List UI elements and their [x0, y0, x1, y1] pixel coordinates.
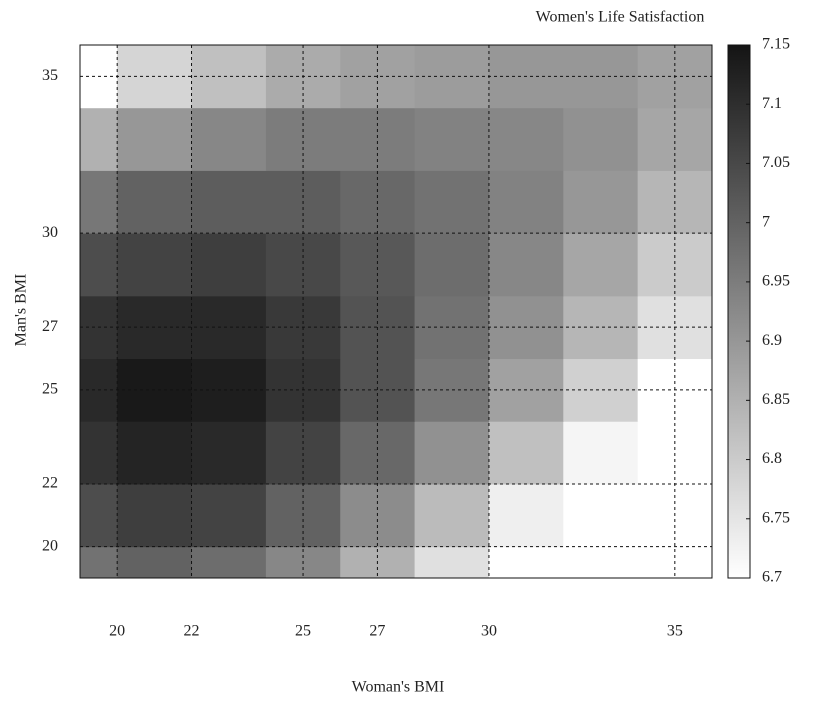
heatmap-cell [563, 170, 639, 234]
y-tick-label: 22 [42, 475, 58, 492]
heatmap-cell [117, 546, 193, 578]
x-tick-label: 27 [369, 623, 385, 640]
x-tick-label: 22 [184, 623, 200, 640]
heatmap-cell [80, 483, 118, 548]
x-tick-label: 35 [667, 623, 683, 640]
axes [79, 44, 713, 579]
heatmap-cell [191, 45, 267, 109]
heatmap-cell [191, 170, 267, 234]
heatmap-cell [488, 107, 564, 171]
heatmap-cell [563, 107, 639, 171]
heatmap-cell [191, 358, 267, 422]
y-tick-label: 35 [42, 67, 58, 84]
heatmap-cell [488, 170, 564, 234]
heatmap-cell [414, 483, 490, 548]
y-tick-label: 25 [42, 381, 58, 398]
colorbar-tick-label: 6.75 [762, 509, 790, 526]
heatmap-cell [488, 233, 564, 297]
heatmap-cell [191, 233, 267, 297]
colorbar-tick-label: 7.15 [762, 36, 790, 53]
heatmap-cell [488, 546, 564, 578]
heatmap-cell [488, 483, 564, 548]
heatmap-cell [563, 546, 639, 578]
heatmap-cell [414, 170, 490, 234]
y-axis-label: Man's BMI [13, 274, 30, 347]
x-tick-label: 20 [109, 623, 125, 640]
plot-frame [79, 44, 713, 579]
heatmap-cell [414, 421, 490, 485]
heatmap-cell [80, 233, 118, 297]
x-tick-label: 30 [481, 623, 497, 640]
heatmap-cell [414, 233, 490, 297]
heatmap-cell [191, 421, 267, 485]
y-tick-label: 27 [42, 318, 58, 335]
heatmap-cell [191, 295, 267, 360]
heatmap-cell [414, 107, 490, 171]
colorbar-tick-label: 7.1 [762, 95, 782, 112]
heatmap-cell [80, 421, 118, 485]
heatmap-cell [191, 483, 267, 548]
heatmap-cell [414, 546, 490, 578]
y-tick-label: 20 [42, 537, 58, 554]
y-tick-label: 30 [42, 224, 58, 241]
colorbar [727, 44, 751, 579]
heatmap-cell [117, 421, 193, 485]
heatmap-cell [191, 546, 267, 578]
heatmap-cell [117, 233, 193, 297]
heatmap-cell [563, 45, 639, 109]
heatmap-cell [80, 107, 118, 171]
heatmap-cell [80, 170, 118, 234]
colorbar-tick-label: 6.95 [762, 273, 790, 290]
heatmap-cell [117, 170, 193, 234]
heatmap-cell [563, 483, 639, 548]
colorbar-tick-label: 6.8 [762, 450, 782, 467]
heatmap-cell [563, 421, 639, 485]
heatmap-cell [117, 107, 193, 171]
heatmap-cell [80, 546, 118, 578]
heatmap-cell [563, 295, 639, 360]
colorbar-tick-label: 7 [762, 213, 770, 230]
heatmap-cell [191, 107, 267, 171]
heatmap-cell [117, 483, 193, 548]
x-tick-label: 25 [295, 623, 311, 640]
colorbar-tick-label: 6.85 [762, 391, 790, 408]
heatmap-cell [488, 421, 564, 485]
heatmap-cell [563, 358, 639, 422]
colorbar-tick-label: 6.7 [762, 569, 782, 586]
x-axis-label: Woman's BMI [352, 679, 445, 696]
heatmap-cell [563, 233, 639, 297]
colorbar-tick-label: 7.05 [762, 154, 790, 171]
chart-title: Women's Life Satisfaction [536, 9, 705, 26]
colorbar-tick-label: 6.9 [762, 332, 782, 349]
